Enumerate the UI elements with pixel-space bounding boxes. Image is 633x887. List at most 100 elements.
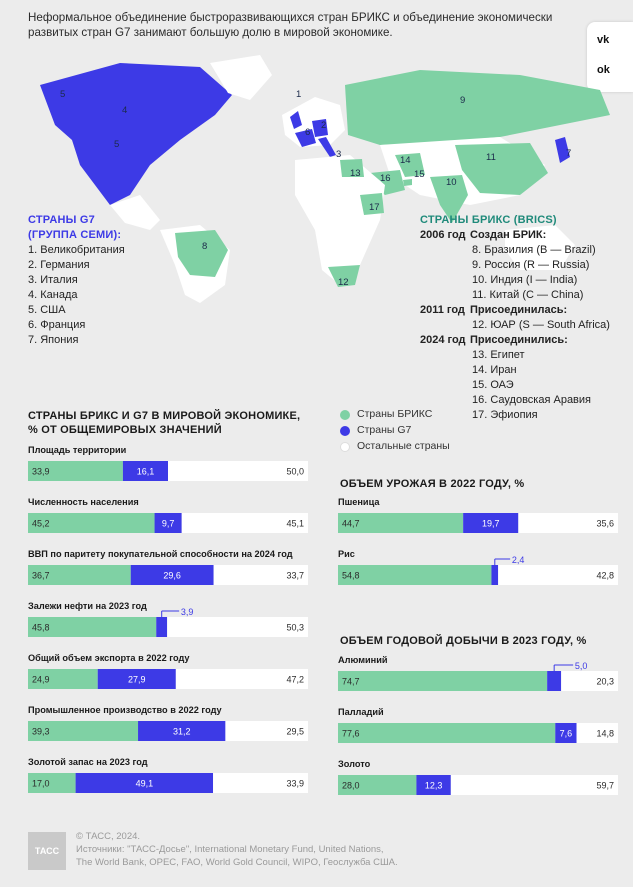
legend-swatch: [340, 441, 350, 452]
brics-member: 12. ЮАР (S — South Africa): [472, 319, 610, 331]
g7-member: 7. Япония: [28, 334, 79, 346]
bar-category-label: Численность населения: [28, 497, 139, 507]
bar-value-label: 14,8: [596, 729, 614, 739]
brics-member: 16. Саудовская Аравия: [472, 394, 592, 406]
map-north-america: [40, 63, 232, 205]
bar-category-label: Площадь территории: [28, 445, 127, 455]
bar-category-label: Золото: [338, 759, 371, 769]
g7-member: 2. Германия: [28, 259, 90, 271]
brics-title: СТРАНЫ БРИКС (BRICS): [420, 214, 557, 226]
footer-copyright: © ТАСС, 2024.: [76, 831, 141, 842]
bar-value-label: 28,0: [342, 781, 360, 791]
map-south-africa: [328, 265, 360, 287]
bar-value-label: 77,6: [342, 729, 360, 739]
bar-value-label: 17,0: [32, 779, 50, 789]
brics-year: 2006 год: [420, 229, 466, 241]
map-label: 4: [122, 105, 127, 116]
map-africa: [295, 155, 385, 285]
bar-category-label: Промышленное производство в 2022 году: [28, 705, 223, 715]
map-ethiopia: [360, 193, 384, 215]
brics-member: 11. Китай (C — China): [472, 289, 584, 301]
bar-value-label: 3,9: [181, 607, 194, 617]
g7-member: 1. Великобритания: [28, 244, 125, 256]
map-label: 3: [336, 149, 341, 160]
brics-member: 17. Эфиопия: [472, 409, 538, 421]
map-label: 5: [114, 139, 119, 150]
brics-member: 15. ОАЭ: [472, 379, 514, 391]
legend-item-g7: Страны G7: [340, 423, 450, 438]
map-brazil: [175, 230, 228, 277]
footer-sources: © ТАСС, 2024. Источники: "ТАСС-Досье", I…: [76, 830, 456, 869]
bar-value-label: 27,9: [128, 675, 146, 685]
brics-member: 10. Индия (I — India): [472, 274, 578, 286]
bar-value-label: 19,7: [482, 519, 500, 529]
map-label: 12: [338, 277, 349, 288]
legend-swatch: [340, 425, 350, 436]
bar-value-label: 35,6: [596, 519, 614, 529]
economy-title-line: % ОТ ОБЩЕМИРОВЫХ ЗНАЧЕНИЙ: [28, 424, 222, 436]
bar-value-label: 59,7: [596, 781, 614, 791]
bar-segment-brics: [28, 461, 123, 481]
bar-value-label: 36,7: [32, 571, 50, 581]
map-france: [295, 129, 316, 147]
bar-segment-other: [561, 671, 618, 691]
bar-category-label: Залежи нефти на 2023 год: [28, 601, 147, 611]
map-uae: [403, 179, 412, 186]
bar-segment-other: [450, 775, 618, 795]
bar-segment-other: [225, 721, 308, 741]
bar-value-label: 31,2: [173, 727, 191, 737]
bar-segment-other: [175, 669, 308, 689]
bar-value-label: 16,1: [137, 467, 155, 477]
g7-title: СТРАНЫ G7: [28, 214, 95, 226]
map-label: 17: [369, 202, 380, 213]
bar-segment-other: [213, 773, 308, 793]
brics-list: СТРАНЫ БРИКС (BRICS) 2006 год Создан БРИК…: [420, 213, 630, 423]
brics-group-label: Присоединились:: [470, 334, 568, 346]
legend-label: Остальные страны: [357, 440, 450, 452]
bar-segment-brics: [28, 513, 155, 533]
map-label: 7: [566, 148, 571, 159]
footer-source-line: The World Bank, OPEC, FAO, World Gold Co…: [76, 857, 398, 868]
bar-value-label: 45,1: [286, 519, 304, 529]
bar-segment-g7: [491, 565, 499, 585]
bar-value-label: 54,8: [342, 571, 360, 581]
bar-segment-other: [213, 565, 308, 585]
bar-segment-g7: [97, 669, 176, 689]
bar-value-label: 5,0: [575, 661, 588, 671]
brics-member: 14. Иран: [472, 364, 517, 376]
bar-segment-g7: [154, 513, 182, 533]
bar-value-label: 29,5: [286, 727, 304, 737]
map-label: 6: [305, 127, 310, 138]
map-label: 14: [400, 155, 411, 166]
map-iran: [395, 153, 425, 177]
bar-value-label: 49,1: [136, 779, 154, 789]
bar-segment-g7: [75, 773, 214, 793]
bar-segment-other: [181, 513, 308, 533]
legend: Страны БРИКС Страны G7 Остальные страны: [340, 407, 450, 455]
g7-subtitle: (ГРУППА СЕМИ):: [28, 229, 122, 241]
bar-value-label: 24,9: [32, 675, 50, 685]
bar-segment-brics: [338, 513, 464, 533]
map-australia: [505, 225, 575, 270]
map-label: 15: [414, 169, 425, 180]
map-mexico: [110, 195, 160, 230]
map-label: 10: [446, 177, 457, 188]
bar-segment-brics: [338, 775, 417, 795]
map-label: 5: [60, 89, 65, 100]
bar-value-label: 45,2: [32, 519, 50, 529]
map-germany: [312, 119, 328, 137]
bar-category-label: Общий объем экспорта в 2022 году: [28, 653, 190, 663]
bar-value-label: 2,4: [512, 555, 525, 565]
g7-list: СТРАНЫ G7 (ГРУППА СЕМИ): 1. Великобритан…: [28, 213, 125, 348]
brics-member: 9. Россия (R — Russia): [472, 259, 590, 271]
bar-value-label: 29,6: [163, 571, 181, 581]
ok-share-icon[interactable]: ok: [597, 64, 610, 76]
bar-category-label: Пшеница: [338, 497, 380, 507]
bar-segment-brics: [28, 669, 98, 689]
bar-segment-other: [168, 461, 308, 481]
vk-share-icon[interactable]: vk: [597, 34, 610, 46]
bar-segment-g7: [156, 617, 168, 637]
tass-logo: ТАСС: [28, 832, 66, 870]
bar-segment-g7: [547, 671, 562, 691]
world-map: 1 2 3 4 5 5 6 7 8 9 10 11 12 13 14 15 16…: [40, 55, 610, 303]
